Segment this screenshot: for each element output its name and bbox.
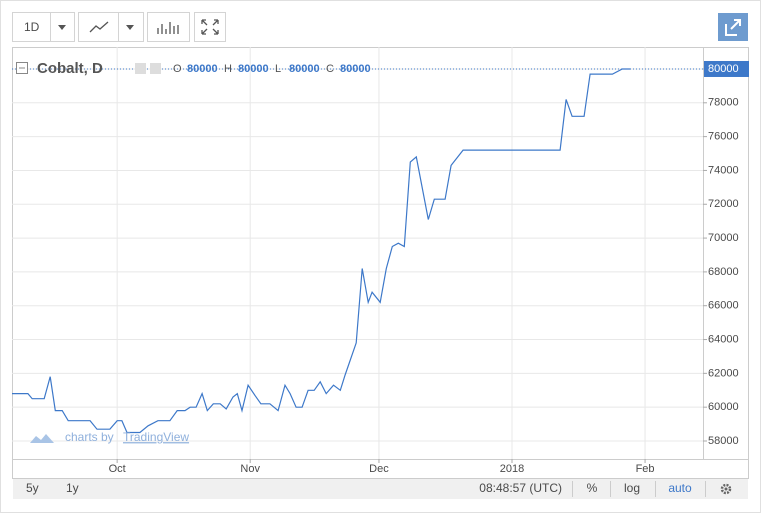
toggle-log[interactable]: log xyxy=(624,481,640,495)
y-tick-label: 78000 xyxy=(708,97,739,109)
legend-field-label: O xyxy=(173,63,182,75)
y-tick-label: 68000 xyxy=(708,266,739,278)
x-tick-label: Oct xyxy=(109,463,126,475)
legend-field-value: 80000 xyxy=(187,63,218,75)
y-tick-label: 76000 xyxy=(708,131,739,143)
x-tick-label: Nov xyxy=(240,463,260,475)
y-tick-label: 70000 xyxy=(708,232,739,244)
chart-frame xyxy=(12,47,749,479)
chart-style-button[interactable] xyxy=(78,12,144,42)
x-tick-label: Dec xyxy=(369,463,389,475)
last-price-box xyxy=(704,60,749,77)
y-tick-label: 64000 xyxy=(708,333,739,345)
range-button[interactable]: 1y xyxy=(66,481,79,495)
x-tick-label: 2018 xyxy=(500,463,524,475)
watermark-prefix: charts by xyxy=(65,430,114,444)
watermark-brand[interactable]: TradingView xyxy=(123,430,189,444)
toggle-percent[interactable]: % xyxy=(587,481,598,495)
clock: 08:48:57 (UTC) xyxy=(479,481,562,495)
range-button[interactable]: 5y xyxy=(26,481,39,495)
legend-field-label: H xyxy=(224,63,232,75)
legend-field-value: 80000 xyxy=(238,63,269,75)
last-price-label: 80000 xyxy=(708,63,739,75)
legend-icon[interactable] xyxy=(135,63,146,74)
y-tick-label: 60000 xyxy=(708,401,739,413)
y-tick-label: 58000 xyxy=(708,435,739,447)
y-tick-label: 66000 xyxy=(708,300,739,312)
fullscreen-button[interactable] xyxy=(194,12,226,42)
watermark-logo xyxy=(30,434,54,443)
x-tick-label: Feb xyxy=(636,463,655,475)
bottom-bar xyxy=(13,479,748,499)
legend-field-label: C xyxy=(326,63,334,75)
settings-button[interactable] xyxy=(720,483,732,495)
legend-field-label: L xyxy=(275,63,281,75)
interval-label: 1D xyxy=(24,20,40,34)
legend-field-value: 80000 xyxy=(340,63,371,75)
y-tick-label: 72000 xyxy=(708,198,739,210)
legend-icon[interactable] xyxy=(150,63,161,74)
y-tick-label: 74000 xyxy=(708,164,739,176)
toggle-auto[interactable]: auto xyxy=(668,481,692,495)
legend-field-value: 80000 xyxy=(289,63,320,75)
indicators-button[interactable] xyxy=(147,12,190,42)
y-tick-label: 62000 xyxy=(708,367,739,379)
legend-symbol: Cobalt, D xyxy=(37,60,103,77)
share-button[interactable] xyxy=(718,13,748,41)
price-line xyxy=(12,68,631,434)
interval-button[interactable] xyxy=(12,12,75,42)
